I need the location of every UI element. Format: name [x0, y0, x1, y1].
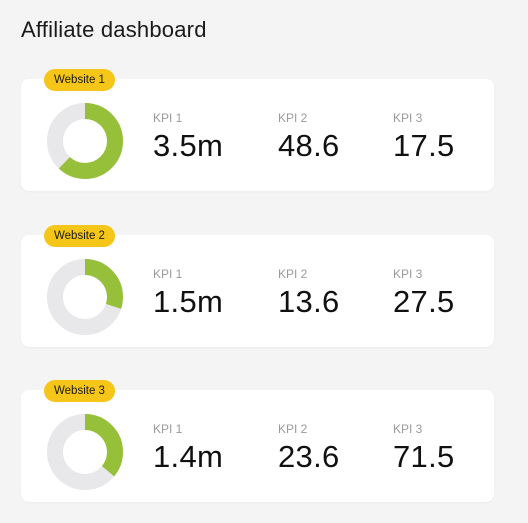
kpi-1: KPI 1 1.4m [153, 422, 223, 474]
kpi-label: KPI 2 [278, 111, 308, 125]
kpi-1: KPI 1 1.5m [153, 267, 223, 319]
kpi-label: KPI 2 [278, 267, 308, 281]
kpi-label: KPI 3 [393, 422, 423, 436]
kpi-value: 17.5 [393, 128, 455, 163]
kpi-value: 27.5 [393, 284, 455, 319]
donut-progress [47, 259, 123, 335]
kpi-value: 13.6 [278, 284, 340, 319]
kpi-value: 1.5m [153, 284, 224, 319]
website-card-2[interactable]: Website 2 KPI 1 1.5m KPI 2 13.6 KPI 3 27… [21, 225, 494, 347]
kpi-value: 3.5m [153, 128, 224, 163]
progress-donut [47, 414, 123, 490]
page-title: Affiliate dashboard [21, 17, 207, 42]
kpi-3: KPI 3 71.5 [393, 422, 455, 474]
website-card-1[interactable]: Website 1 KPI 1 3.5m KPI 2 48.6 KPI 3 17… [21, 69, 494, 191]
kpi-value: 1.4m [153, 439, 224, 474]
kpi-3: KPI 3 17.5 [393, 111, 455, 163]
kpi-label: KPI 1 [153, 422, 183, 436]
kpi-2: KPI 2 23.6 [278, 422, 340, 474]
kpi-value: 23.6 [278, 439, 340, 474]
website-badge: Website 2 [44, 225, 115, 247]
kpi-2: KPI 2 48.6 [278, 111, 340, 163]
kpi-value: 48.6 [278, 128, 340, 163]
kpi-label: KPI 3 [393, 111, 423, 125]
kpi-label: KPI 2 [278, 422, 308, 436]
kpi-2: KPI 2 13.6 [278, 267, 340, 319]
kpi-label: KPI 3 [393, 267, 423, 281]
kpi-value: 71.5 [393, 439, 455, 474]
donut-progress [47, 103, 123, 179]
kpi-1: KPI 1 3.5m [153, 111, 223, 163]
donut-progress [47, 414, 123, 490]
website-badge: Website 1 [44, 69, 115, 91]
kpi-3: KPI 3 27.5 [393, 267, 455, 319]
kpi-label: KPI 1 [153, 267, 183, 281]
website-badge: Website 3 [44, 380, 115, 402]
progress-donut [47, 103, 123, 179]
progress-donut [47, 259, 123, 335]
kpi-label: KPI 1 [153, 111, 183, 125]
website-card-3[interactable]: Website 3 KPI 1 1.4m KPI 2 23.6 KPI 3 71… [21, 380, 494, 502]
